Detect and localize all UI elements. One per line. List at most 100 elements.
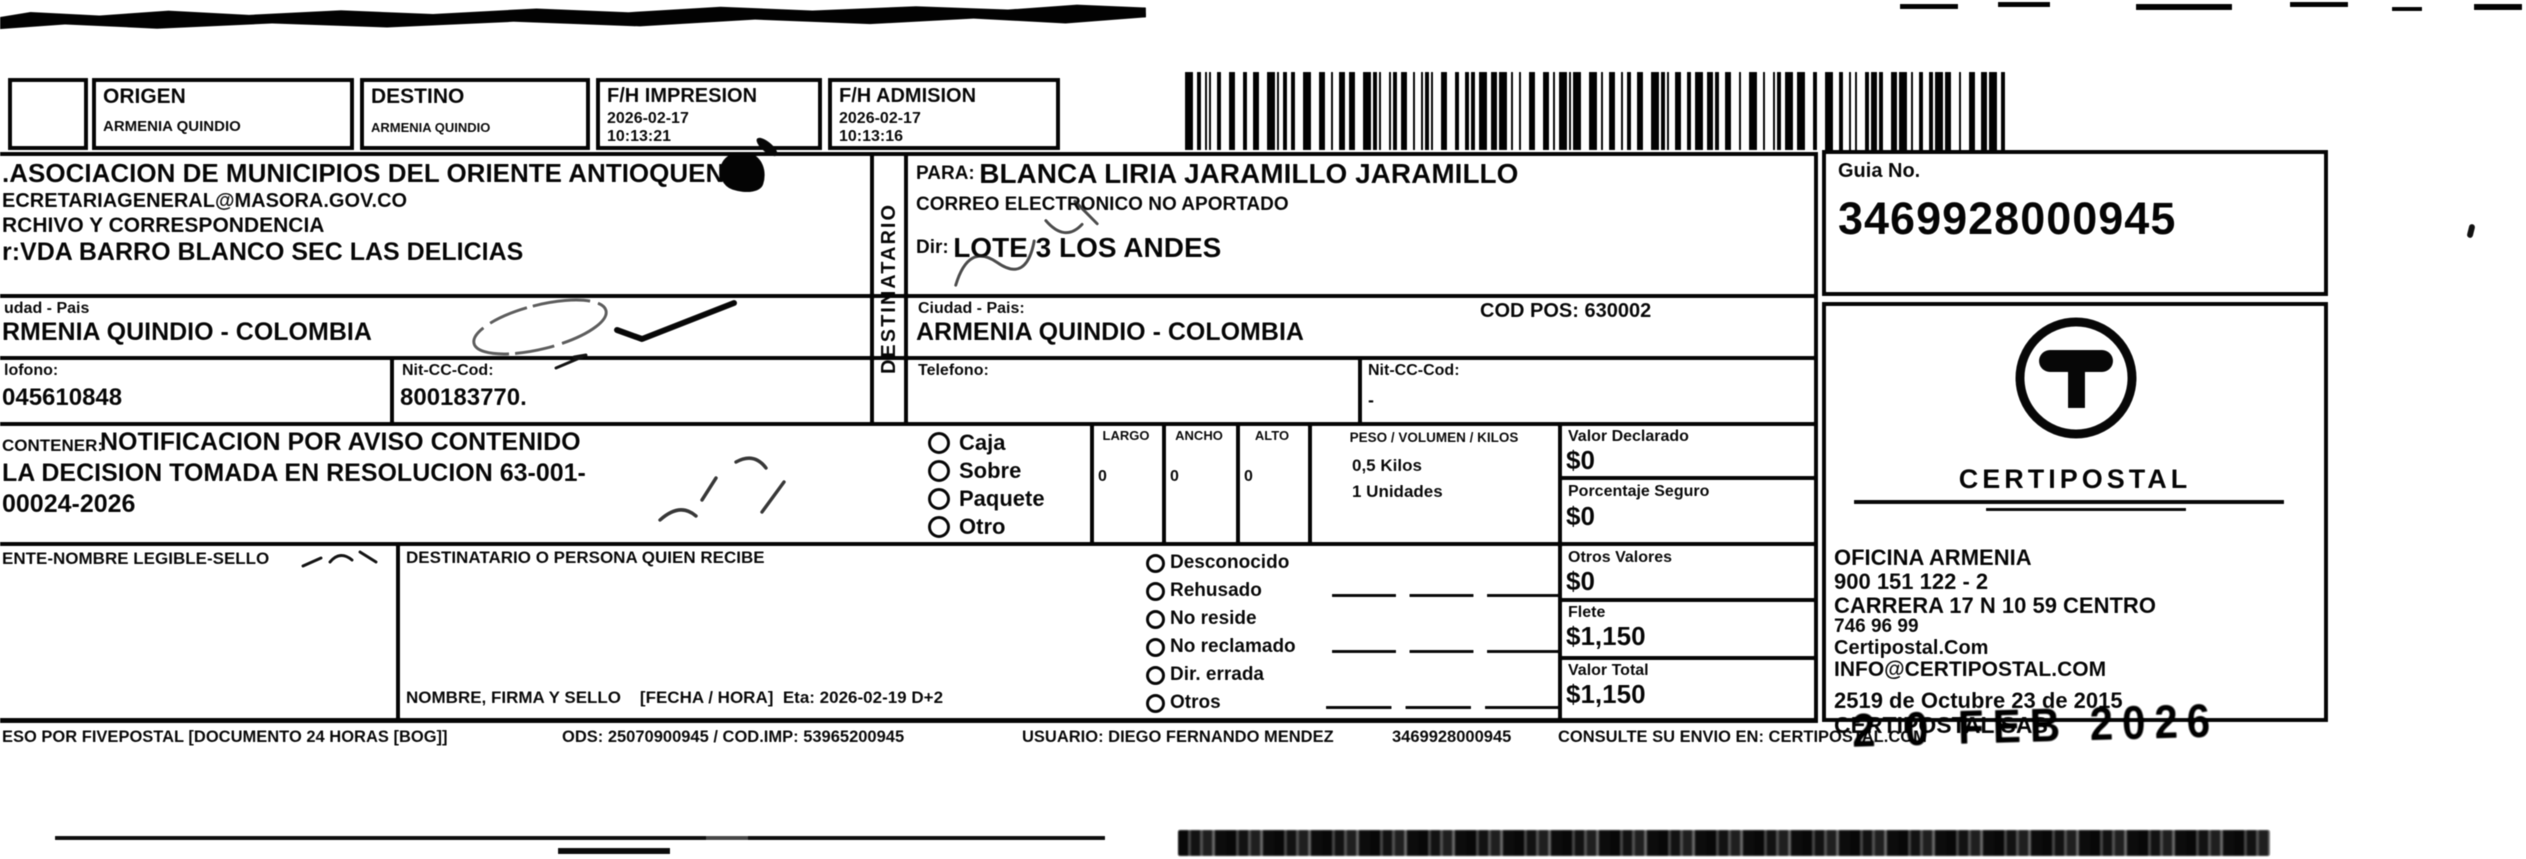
status-label: Desconocido: [1170, 552, 1290, 573]
admission-datetime-box: F/H ADMISION 2026-02-17 10:13:16: [828, 78, 1060, 150]
office-line: OFICINA ARMENIA: [1834, 545, 2032, 570]
content-label: CONTENER:: [2, 436, 104, 455]
recipient-para-row: PARA: BLANCA LIRIA JARAMILLO JARAMILLO: [916, 158, 1518, 190]
grid-line: [1236, 422, 1240, 546]
header-empty-box: [8, 78, 88, 150]
brand-underline: [1986, 508, 2186, 511]
para-label: PARA:: [916, 163, 975, 184]
porcentaje-seguro-value: $0: [1566, 501, 1595, 531]
admission-date: 2026-02-17: [839, 110, 921, 127]
ink-marks: [554, 353, 588, 370]
dim-alto-value: 0: [1244, 468, 1253, 485]
origin-label: ORIGEN: [103, 85, 186, 108]
grid-line: [1358, 356, 1362, 426]
peso-label: PESO / VOLUMEN / KILOS: [1349, 430, 1519, 445]
radio-icon: [928, 432, 950, 454]
otros-valores-label: Otros Valores: [1568, 549, 1673, 566]
sender-phone: 045610848: [2, 384, 123, 411]
status-label: No reclamado: [1170, 636, 1296, 657]
print-datetime-box: F/H IMPRESION 2026-02-17 10:13:21: [596, 78, 822, 150]
status-otros: Otros: [1146, 692, 1221, 714]
status-no-reside: No reside: [1146, 608, 1257, 630]
barcode-bars: [1185, 72, 2023, 150]
grid-line: [1162, 422, 1166, 546]
footer-user: USUARIO: DIEGO FERNANDO MENDEZ: [1022, 728, 1334, 746]
office-line: 2519 de Octubre 23 de 2015: [1834, 688, 2123, 714]
destination-box: DESTINO ARMENIA QUINDIO: [360, 78, 590, 150]
recipient-phone-label: Telefono:: [918, 362, 989, 379]
radio-icon: [1146, 553, 1165, 573]
scan-artifact-dash: [2136, 4, 2232, 10]
dim-ancho-value: 0: [1170, 468, 1179, 485]
recipient-nit-label: Nit-CC-Cod:: [1368, 362, 1460, 379]
office-line: Certipostal.Com: [1834, 636, 1989, 659]
sender-phone-label: lofono:: [4, 362, 59, 379]
content-line-1: NOTIFICACION POR AVISO CONTENIDO: [100, 428, 581, 456]
certipostal-brand: CERTIPOSTAL: [1958, 464, 2192, 494]
content-line-3: 00024-2026: [2, 490, 136, 518]
flete-value: $1,150: [1566, 621, 1646, 651]
receiver-box-label: DESTINATARIO O PERSONA QUIEN RECIBE: [406, 548, 765, 567]
scan-artifact-bottom-band: [1178, 830, 2270, 856]
status-dash-line: [1332, 594, 1560, 597]
destinatario-strip: DESTINATARIO: [870, 152, 908, 426]
office-line: CARRERA 17 N 10 59 CENTRO: [1834, 592, 2156, 618]
package-type-caja: Caja: [928, 430, 1005, 456]
checkmark-scribble: [614, 300, 737, 342]
package-type-label: Paquete: [959, 486, 1045, 511]
status-dir-errada: Dir. errada: [1146, 664, 1264, 686]
valor-declarado-value: $0: [1566, 445, 1595, 475]
recipient-name: BLANCA LIRIA JARAMILLO JARAMILLO: [979, 158, 1519, 189]
grid-line: [0, 152, 1818, 156]
grid-line: [904, 152, 908, 426]
print-time: 10:13:21: [607, 128, 672, 146]
sender-city-label: udad - Pais: [4, 300, 90, 317]
print-date: 2026-02-17: [607, 110, 689, 127]
recipient-codpos: COD POS: 630002: [1480, 300, 1652, 322]
signature-line: NOMBRE, FIRMA Y SELLO [FECHA / HORA] Eta…: [406, 688, 944, 707]
status-label: Otros: [1170, 692, 1221, 713]
ink-marks: [301, 550, 378, 568]
sender-email: ECRETARIAGENERAL@MASORA.GOV.CO: [2, 190, 408, 212]
scan-artifact-bottom-dash: [558, 848, 670, 854]
grid-line: [1558, 598, 1818, 602]
recipient-dir-row: Dir: LOTE 3 LOS ANDES: [916, 232, 1221, 264]
radio-icon: [928, 516, 950, 538]
grid-line: [396, 542, 400, 723]
grid-line: [0, 718, 1818, 723]
package-type-sobre: Sobre: [928, 458, 1021, 484]
sender-city: RMENIA QUINDIO - COLOMBIA: [2, 318, 372, 346]
scan-artifact-dash: [2474, 4, 2522, 10]
radio-icon: [928, 488, 950, 510]
destination-value: ARMENIA QUINDIO: [371, 120, 491, 135]
pencil-circle-scribble: [472, 298, 608, 356]
status-desconocido: Desconocido: [1146, 552, 1289, 574]
recipient-address: LOTE 3 LOS ANDES: [953, 232, 1222, 263]
status-dash-line: [1332, 650, 1560, 653]
certipostal-logo-icon: [2015, 317, 2137, 439]
grid-line: [1558, 422, 1562, 723]
package-type-paquete: Paquete: [928, 486, 1045, 512]
radio-icon: [928, 460, 950, 482]
footer-guide-number: 3469928000945: [1392, 728, 1512, 746]
office-info: OFICINA ARMENIA 900 151 122 - 2 CARRERA …: [1834, 546, 2324, 738]
grid-line: [390, 356, 394, 426]
recipient-city-label: Ciudad - Pais:: [918, 300, 1025, 317]
peso-unidades: 1 Unidades: [1352, 482, 1443, 501]
valor-total-label: Valor Total: [1568, 662, 1649, 679]
office-line: INFO@CERTIPOSTAL.COM: [1834, 658, 2107, 682]
grid-line: [1308, 422, 1312, 546]
sender-name: .ASOCIACION DE MUNICIPIOS DEL ORIENTE AN…: [2, 158, 745, 188]
dim-largo-value: 0: [1098, 468, 1107, 485]
print-datetime-label: F/H IMPRESION: [607, 85, 758, 107]
status-dash-line: [1326, 706, 1560, 709]
recipient-nit: -: [1368, 390, 1374, 410]
status-no-reclamado: No reclamado: [1146, 636, 1296, 658]
package-type-label: Otro: [959, 514, 1006, 539]
radio-icon: [1146, 609, 1165, 629]
scan-artifact-speck: [2466, 223, 2476, 239]
valor-total-value: $1,150: [1566, 679, 1646, 709]
status-rehusado: Rehusado: [1146, 580, 1262, 602]
package-type-label: Sobre: [959, 458, 1022, 483]
scan-artifact-dash: [2290, 2, 2348, 7]
